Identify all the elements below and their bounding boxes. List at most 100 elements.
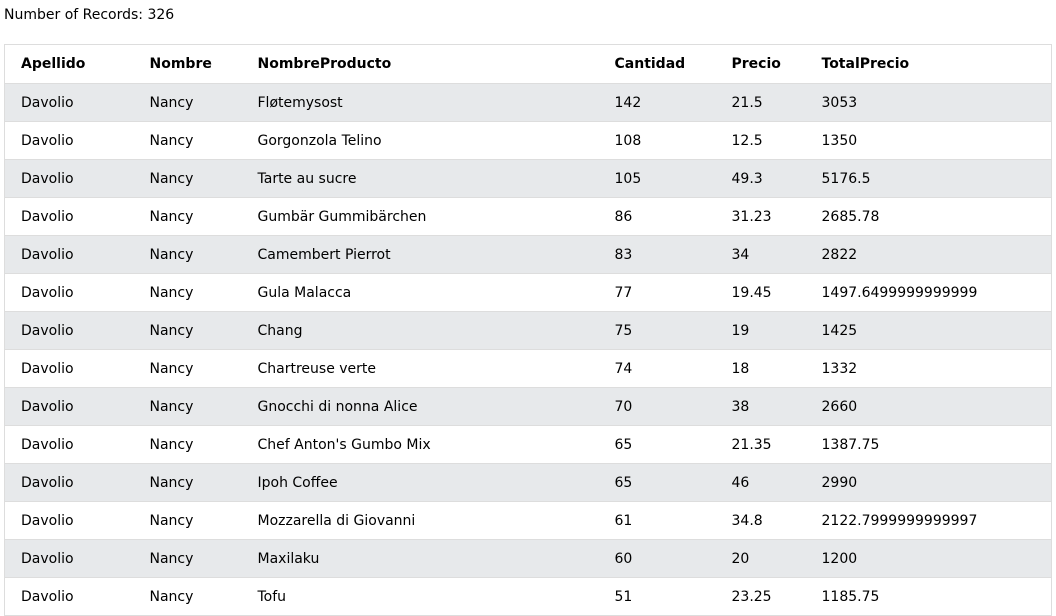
cell-nombreproducto: Ipoh Coffee bbox=[241, 463, 599, 502]
table-row: Davolio Nancy Mozzarella di Giovanni 61 34.8… bbox=[4, 501, 1052, 540]
cell-cantidad: 51 bbox=[598, 577, 716, 616]
cell-apellido: Davolio bbox=[4, 577, 134, 616]
cell-apellido: Davolio bbox=[4, 463, 134, 502]
cell-nombreproducto: Maxilaku bbox=[241, 539, 599, 578]
cell-nombreproducto: Gumbär Gummibärchen bbox=[241, 197, 599, 236]
cell-totalprecio: 1497.6499999999999 bbox=[805, 273, 1052, 312]
cell-nombre: Nancy bbox=[133, 577, 242, 616]
cell-apellido: Davolio bbox=[4, 425, 134, 464]
table-row: Davolio Nancy Fløtemysost 142 21.5 3053 bbox=[4, 83, 1052, 122]
cell-nombreproducto: Chang bbox=[241, 311, 599, 350]
cell-totalprecio: 3053 bbox=[805, 83, 1052, 122]
table-row: Davolio Nancy Tarte au sucre 105 49.3 5176.5 bbox=[4, 159, 1052, 198]
cell-totalprecio: 1350 bbox=[805, 121, 1052, 160]
cell-totalprecio: 1200 bbox=[805, 539, 1052, 578]
results-table-container: Apellido Nombre NombreProducto Cantidad … bbox=[4, 44, 1052, 616]
column-header-precio: Precio bbox=[715, 44, 806, 84]
cell-apellido: Davolio bbox=[4, 83, 134, 122]
cell-cantidad: 83 bbox=[598, 235, 716, 274]
column-header-nombreproducto: NombreProducto bbox=[241, 44, 599, 84]
cell-nombreproducto: Gorgonzola Telino bbox=[241, 121, 599, 160]
cell-nombreproducto: Chef Anton's Gumbo Mix bbox=[241, 425, 599, 464]
cell-totalprecio: 2660 bbox=[805, 387, 1052, 426]
cell-nombreproducto: Gula Malacca bbox=[241, 273, 599, 312]
cell-nombre: Nancy bbox=[133, 425, 242, 464]
cell-apellido: Davolio bbox=[4, 197, 134, 236]
table-body: Davolio Nancy Fløtemysost 142 21.5 3053 Davoli… bbox=[4, 83, 1052, 616]
cell-nombreproducto: Tarte au sucre bbox=[241, 159, 599, 198]
cell-cantidad: 77 bbox=[598, 273, 716, 312]
cell-nombreproducto: Fløtemysost bbox=[241, 83, 599, 122]
cell-totalprecio: 1185.75 bbox=[805, 577, 1052, 616]
cell-precio: 21.35 bbox=[715, 425, 806, 464]
cell-nombre: Nancy bbox=[133, 539, 242, 578]
cell-cantidad: 61 bbox=[598, 501, 716, 540]
cell-apellido: Davolio bbox=[4, 311, 134, 350]
cell-nombreproducto: Camembert Pierrot bbox=[241, 235, 599, 274]
cell-apellido: Davolio bbox=[4, 235, 134, 274]
cell-nombreproducto: Mozzarella di Giovanni bbox=[241, 501, 599, 540]
cell-precio: 21.5 bbox=[715, 83, 806, 122]
table-row: Davolio Nancy Chartreuse verte 74 18 1332 bbox=[4, 349, 1052, 388]
cell-cantidad: 75 bbox=[598, 311, 716, 350]
cell-nombre: Nancy bbox=[133, 273, 242, 312]
table-row: Davolio Nancy Gorgonzola Telino 108 12.5 1350 bbox=[4, 121, 1052, 160]
cell-cantidad: 65 bbox=[598, 425, 716, 464]
cell-apellido: Davolio bbox=[4, 539, 134, 578]
table-row: Davolio Nancy Ipoh Coffee 65 46 2990 bbox=[4, 463, 1052, 502]
column-header-totalprecio: TotalPrecio bbox=[805, 44, 1052, 84]
cell-precio: 12.5 bbox=[715, 121, 806, 160]
cell-nombre: Nancy bbox=[133, 463, 242, 502]
cell-precio: 19.45 bbox=[715, 273, 806, 312]
cell-precio: 38 bbox=[715, 387, 806, 426]
table-header-row: Apellido Nombre NombreProducto Cantidad … bbox=[4, 44, 1052, 84]
table-row: Davolio Nancy Gnocchi di nonna Alice 70 38 26… bbox=[4, 387, 1052, 426]
record-count: Number of Records: 326 bbox=[4, 7, 175, 23]
cell-totalprecio: 2685.78 bbox=[805, 197, 1052, 236]
cell-cantidad: 86 bbox=[598, 197, 716, 236]
table-row: Davolio Nancy Gumbär Gummibärchen 86 31.23 26… bbox=[4, 197, 1052, 236]
cell-totalprecio: 2822 bbox=[805, 235, 1052, 274]
cell-precio: 34 bbox=[715, 235, 806, 274]
cell-apellido: Davolio bbox=[4, 273, 134, 312]
table-row: Davolio Nancy Camembert Pierrot 83 34 2822 bbox=[4, 235, 1052, 274]
cell-nombre: Nancy bbox=[133, 235, 242, 274]
cell-nombre: Nancy bbox=[133, 159, 242, 198]
table-row: Davolio Nancy Tofu 51 23.25 1185.75 bbox=[4, 577, 1052, 616]
cell-apellido: Davolio bbox=[4, 159, 134, 198]
column-header-apellido: Apellido bbox=[4, 44, 134, 84]
cell-totalprecio: 5176.5 bbox=[805, 159, 1052, 198]
cell-cantidad: 108 bbox=[598, 121, 716, 160]
cell-apellido: Davolio bbox=[4, 349, 134, 388]
cell-apellido: Davolio bbox=[4, 387, 134, 426]
table-row: Davolio Nancy Gula Malacca 77 19.45 1497.6499… bbox=[4, 273, 1052, 312]
cell-cantidad: 74 bbox=[598, 349, 716, 388]
table-row: Davolio Nancy Chang 75 19 1425 bbox=[4, 311, 1052, 350]
cell-nombreproducto: Gnocchi di nonna Alice bbox=[241, 387, 599, 426]
cell-totalprecio: 2990 bbox=[805, 463, 1052, 502]
cell-precio: 20 bbox=[715, 539, 806, 578]
cell-cantidad: 60 bbox=[598, 539, 716, 578]
cell-precio: 46 bbox=[715, 463, 806, 502]
cell-nombre: Nancy bbox=[133, 387, 242, 426]
cell-nombreproducto: Chartreuse verte bbox=[241, 349, 599, 388]
cell-precio: 18 bbox=[715, 349, 806, 388]
cell-precio: 31.23 bbox=[715, 197, 806, 236]
cell-precio: 34.8 bbox=[715, 501, 806, 540]
cell-nombre: Nancy bbox=[133, 197, 242, 236]
cell-precio: 19 bbox=[715, 311, 806, 350]
cell-precio: 49.3 bbox=[715, 159, 806, 198]
cell-nombreproducto: Tofu bbox=[241, 577, 599, 616]
cell-nombre: Nancy bbox=[133, 501, 242, 540]
cell-precio: 23.25 bbox=[715, 577, 806, 616]
cell-nombre: Nancy bbox=[133, 311, 242, 350]
column-header-nombre: Nombre bbox=[133, 44, 242, 84]
cell-cantidad: 142 bbox=[598, 83, 716, 122]
cell-nombre: Nancy bbox=[133, 83, 242, 122]
cell-totalprecio: 1332 bbox=[805, 349, 1052, 388]
cell-nombre: Nancy bbox=[133, 121, 242, 160]
cell-apellido: Davolio bbox=[4, 121, 134, 160]
results-table: Apellido Nombre NombreProducto Cantidad … bbox=[4, 44, 1052, 616]
cell-nombre: Nancy bbox=[133, 349, 242, 388]
cell-apellido: Davolio bbox=[4, 501, 134, 540]
